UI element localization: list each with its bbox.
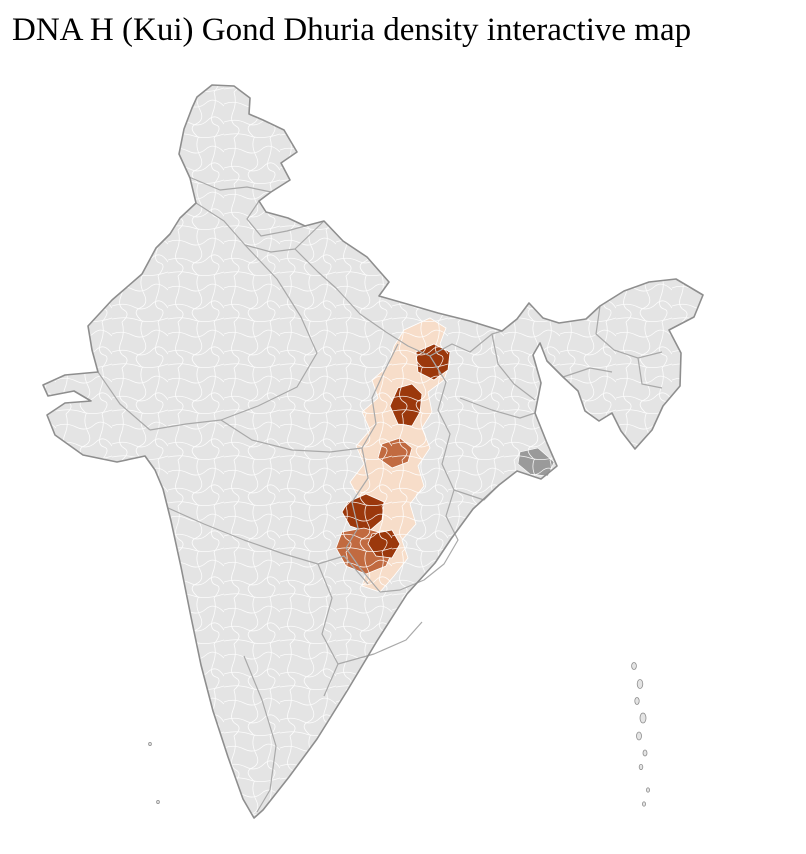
andaman-nicobar-islands [631, 662, 651, 807]
lakshadweep-islands [148, 742, 160, 805]
page-title: DNA H (Kui) Gond Dhuria density interact… [12, 12, 692, 48]
